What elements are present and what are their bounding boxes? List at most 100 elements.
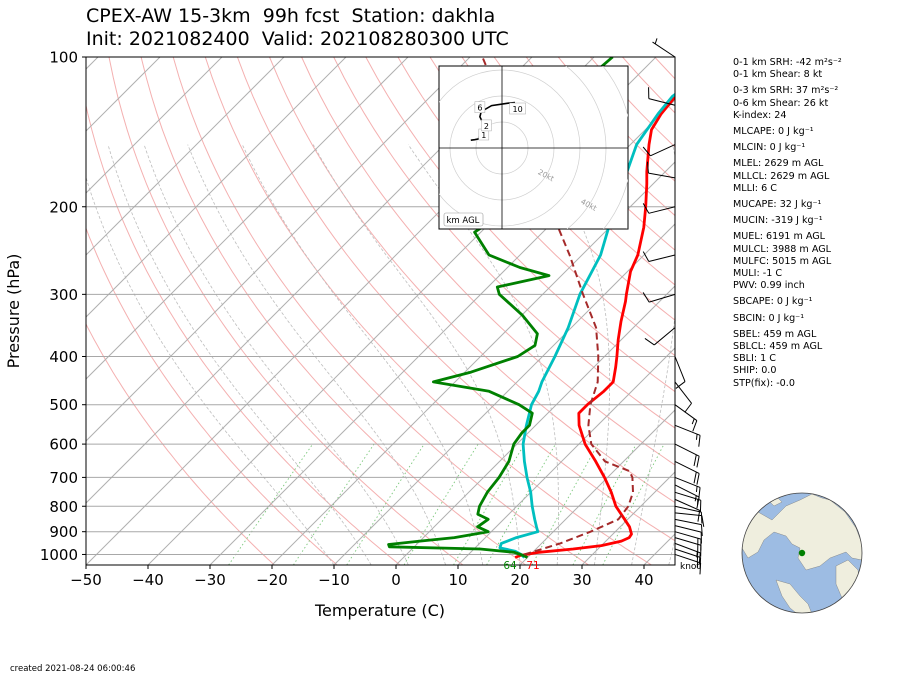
param-sbcin: SBCIN: 0 J kg⁻¹ — [733, 312, 805, 324]
wind-barb — [646, 161, 676, 179]
isotherm — [333, 223, 675, 565]
param-stp: STP(fix): -0.0 — [733, 377, 795, 389]
y-tick-label: 100 — [49, 49, 78, 67]
dry-adiabat — [429, 57, 675, 321]
y-tick-label: 500 — [49, 396, 78, 414]
y-axis: 100 200 300 400 500 600 700 800 900 1000 — [40, 49, 86, 564]
mixing-ratio-line — [602, 443, 665, 565]
surface-temperature-label: 71 — [526, 560, 539, 572]
wind-barbs — [642, 38, 705, 575]
moist-adiabat — [143, 144, 409, 565]
svg-text:1: 1 — [481, 131, 486, 140]
svg-text:2: 2 — [484, 122, 489, 131]
hodograph-label: km AGL — [447, 216, 480, 226]
wind-barb — [642, 144, 676, 157]
param-kindex: K-index: 24 — [733, 109, 787, 121]
plot-frame — [85, 56, 676, 566]
hodograph-height-label: 6 — [474, 101, 486, 113]
wind-barb — [674, 505, 703, 524]
param-mlel: MLEL: 2629 m AGL — [733, 158, 824, 170]
wind-barb — [674, 498, 701, 522]
hodograph-height-label: 2 — [481, 119, 492, 132]
wind-barb — [674, 484, 700, 509]
param-sbli: SBLI: 1 C — [733, 353, 776, 365]
param-shear06: 0-6 km Shear: 26 kt — [733, 97, 829, 109]
wind-barb — [674, 443, 700, 468]
param-sblcl: SBLCL: 459 m AGL — [733, 341, 823, 353]
param-mulfc: MULFC: 5015 m AGL — [733, 255, 832, 267]
dry-adiabat — [140, 57, 526, 565]
moist-adiabat — [86, 176, 335, 565]
dry-adiabat — [365, 57, 675, 393]
surface-dewpoint-label: 64 — [503, 560, 517, 572]
chart-title: CPEX-AW 15-3km 99h fcst Station: dakhla — [86, 5, 496, 27]
moist-adiabat — [187, 144, 446, 565]
x-tick-label: 10 — [448, 571, 467, 589]
wind-barb — [674, 512, 705, 527]
mixing-ratio-line — [346, 443, 425, 565]
created-timestamp: created 2021-08-24 06:00:46 — [10, 664, 136, 674]
isotherm — [86, 57, 409, 380]
x-tick-label: −30 — [194, 571, 226, 589]
wind-barb — [674, 424, 701, 447]
y-tick-label: 200 — [49, 198, 78, 216]
param-pwv: PWV: 0.99 inch — [733, 280, 805, 292]
y-axis-label: Pressure (hPa) — [4, 254, 23, 369]
param-muli: MULI: -1 C — [733, 268, 783, 280]
isotherm — [395, 285, 675, 565]
hodograph-height-label: 10 — [509, 102, 526, 115]
dry-adiabat — [397, 57, 675, 357]
station-globe — [741, 492, 863, 614]
param-mucin: MUCIN: -319 J kg⁻¹ — [733, 215, 823, 227]
x-tick-label: −10 — [318, 571, 350, 589]
dry-adiabat — [269, 57, 675, 504]
wind-barb — [674, 518, 703, 537]
hodograph-frame — [438, 65, 629, 230]
dry-adiabat — [86, 103, 401, 565]
hodograph-ring-label: 80kt — [665, 256, 684, 272]
param-mulcl: MULCL: 3988 m AGL — [733, 243, 832, 255]
wind-barb — [674, 381, 692, 413]
svg-text:10: 10 — [513, 105, 523, 114]
x-tick-label: 20 — [510, 571, 529, 589]
y-tick-label: 400 — [49, 348, 78, 366]
param-sbcape: SBCAPE: 0 J kg⁻¹ — [733, 296, 813, 308]
isotherm — [209, 99, 675, 565]
isotherm — [457, 347, 675, 565]
temperature-profile — [514, 95, 675, 559]
wind-barb — [674, 548, 702, 569]
isotherm — [86, 57, 347, 318]
y-tick-label: 1000 — [40, 546, 78, 564]
chart-subtitle: Init: 2021082400 Valid: 202108280300 UTC — [86, 28, 509, 50]
param-sbel: SBEL: 459 m AGL — [733, 328, 817, 340]
param-muel: MUEL: 6191 m AGL — [733, 231, 826, 243]
dry-adiabat — [108, 57, 464, 565]
x-axis: −50 −40 −30 −20 −10 0 10 20 30 40 — [70, 565, 654, 589]
param-ship: SHIP: 0.0 — [733, 365, 777, 377]
dry-adiabat — [333, 57, 675, 429]
wind-barb — [674, 356, 686, 389]
x-tick-label: 40 — [634, 571, 653, 589]
x-tick-label: 30 — [572, 571, 591, 589]
background-lines — [86, 57, 675, 565]
isotherm — [86, 57, 471, 442]
mixing-ratio-line — [531, 443, 599, 565]
wind-barb — [652, 38, 676, 58]
dry-adiabat — [461, 57, 675, 286]
x-tick-label: −20 — [256, 571, 288, 589]
y-tick-label: 900 — [49, 523, 78, 541]
wind-barb — [674, 525, 702, 544]
dry-adiabat — [86, 323, 275, 565]
param-mllcl: MLLCL: 2629 m AGL — [733, 170, 830, 182]
param-srh03: 0-3 km SRH: 37 m²s⁻² — [733, 85, 839, 97]
station-marker — [798, 549, 806, 557]
wind-barb — [648, 87, 676, 106]
param-mlli: MLLI: 6 C — [733, 182, 777, 194]
y-tick-label: 700 — [49, 469, 78, 487]
dry-adiabat — [86, 226, 338, 565]
wind-barb — [644, 327, 676, 346]
parameter-panel: 0-1 km SRH: -42 m²s⁻² 0-1 km Shear: 8 kt… — [733, 57, 842, 390]
wind-barb — [674, 476, 701, 499]
